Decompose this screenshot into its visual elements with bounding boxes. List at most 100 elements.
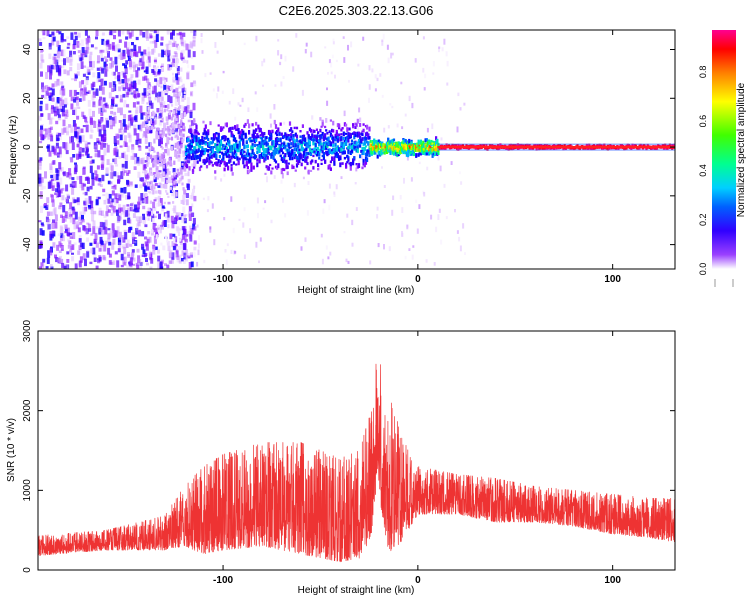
spectrogram-cell [200,165,203,168]
spectrogram-cell [272,140,275,145]
spectrogram-cell [323,199,326,204]
spectrogram-cell [51,88,55,96]
spectrogram-cell [85,151,89,156]
spectrogram-cell [342,131,345,137]
spectrogram-cell [130,86,134,90]
spectrogram-cell [171,241,175,248]
spectrogram-cell [130,74,134,78]
spectrogram-cell [329,150,332,154]
spectrogram-cell [306,162,309,166]
spectrogram-cell [598,143,601,147]
spectrogram-cell [45,103,49,111]
spectrogram-cell [122,87,126,91]
spectrogram-cell [159,77,163,85]
spectrogram-cell [176,150,179,155]
spectrogram-cell [38,177,42,184]
spectrogram-cell [370,144,373,148]
spectrogram-cell [329,132,332,138]
spectrogram-cell [422,145,425,149]
spectrogram-cell [338,155,341,158]
spectrogram-cell [214,143,217,147]
spectrogram-cell [160,85,163,89]
spectrogram-cell [402,150,405,155]
spectrogram-cell [153,223,157,226]
spectrogram-cell [118,211,122,219]
spectrogram-cell [39,140,43,144]
spectrogram-cell [130,81,134,89]
spectrogram-cell [283,121,286,125]
spectrogram-cell [295,159,299,163]
spectrogram-cell [84,206,88,212]
spectrogram-cell [295,138,299,143]
spectrogram-cell [235,139,238,144]
spectrogram-cell [292,66,295,72]
spectrogram-cell [182,150,185,154]
spectrogram-cell [126,103,130,108]
spectrogram-cell [392,151,396,156]
spectrogram-cell [113,84,117,92]
spectrogram-cell [293,182,296,188]
spectrogram-cell [311,138,314,141]
spectrogram-cell [322,137,325,142]
spectrogram-cell [422,150,425,154]
spectrogram-cell [130,252,134,260]
spectrogram-cell [99,96,102,101]
spectrogram-cell [140,51,144,56]
spectrogram-cell [244,122,247,126]
spectrogram-cell [271,129,274,134]
spectrogram-cell [668,143,671,147]
spectrogram-cell [159,163,162,167]
spectrogram-cell [66,70,70,76]
spectrogram-cell [308,140,311,146]
spectrogram-cell [71,188,75,195]
spectrogram-cell [72,232,76,239]
spectrogram-cell [425,152,428,156]
spectrogram-cell [114,158,118,165]
spectrogram-cell [112,187,116,192]
spectrogram-cell [98,99,102,106]
spectrogram-cell [255,241,258,248]
spectrogram-cell [227,165,230,171]
spectrogram-cell [168,110,171,115]
spectrogram-cell [122,257,126,265]
spectrogram-cell [189,41,193,48]
spectrogram-cell [138,60,142,66]
spectrogram-cell [321,150,324,154]
spectrogram-cell [162,245,166,251]
spectrogram-cell [418,204,421,209]
spectrogram-cell [148,208,151,212]
spectrogram-cell [307,151,310,156]
spectrogram-cell [345,162,348,168]
spectrogram-cell [664,143,667,147]
spectrogram-cell [360,140,363,143]
spectrogram-cell [170,85,174,88]
spectrogram-cell [378,143,382,149]
spectrogram-cell [71,136,74,143]
spectrogram-cell [74,131,78,138]
spectrogram-cell [54,102,58,107]
spectrogram-cell [68,208,72,212]
spectrogram-cell [207,196,210,201]
spectrogram-cell [137,145,141,148]
spectrogram-cell [48,127,52,133]
spectrogram-cell [187,64,190,69]
spectrogram-cell [142,249,146,255]
spectrogram-cell [77,32,81,38]
spectrogram-cell [214,151,217,154]
spectrogram-cell [389,147,392,151]
spectrogram-cell [162,184,165,189]
spectrogram-cell [111,85,115,92]
spectrogram-cell [148,94,151,98]
spectrogram-cell [174,119,178,125]
spectrogram-cell [171,191,175,197]
spectrogram-cell [349,150,352,155]
spectrogram-cell [276,140,279,146]
spectrogram-cell [165,133,168,138]
spectrogram-cell [175,128,179,133]
spectrogram-cell [203,151,206,155]
colorbar-ticks: 0.00.20.40.60.8 [698,66,734,287]
spectrogram-cell [270,146,273,151]
spectrogram-cell [239,104,242,107]
spectrogram-cell [64,224,68,230]
spectrogram-cell [123,187,127,194]
